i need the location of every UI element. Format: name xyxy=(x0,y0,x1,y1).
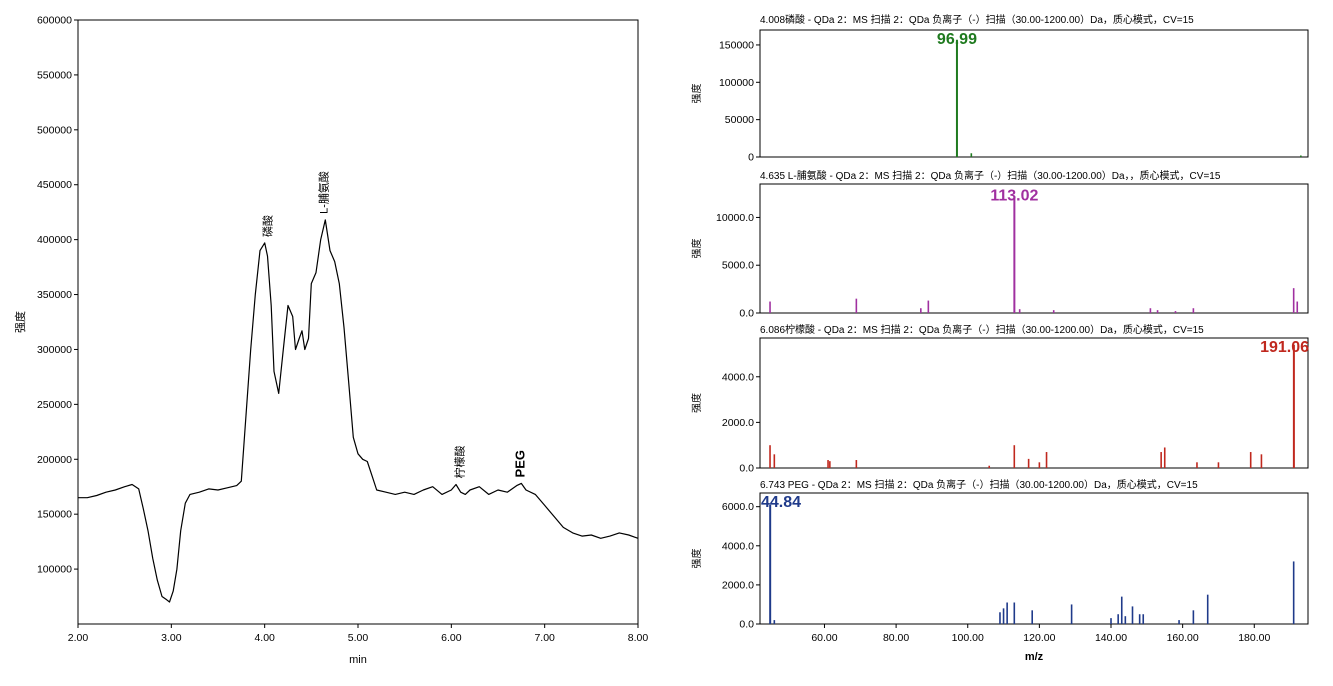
y-tick-label: 2000.0 xyxy=(722,579,754,591)
y-tick-label: 0.0 xyxy=(739,463,754,475)
x-tick-label: 6.00 xyxy=(441,632,462,644)
y-tick-label: 100000 xyxy=(37,564,72,576)
x-axis-title: m/z xyxy=(1025,651,1044,663)
y-tick-label: 0 xyxy=(748,152,754,164)
x-tick-label: 140.00 xyxy=(1095,632,1127,644)
y-tick-label: 250000 xyxy=(37,399,72,411)
spectrum-panel-1: 4.008磷酸 - QDa 2：MS 扫描 2：QDa 负离子（-）扫描（30.… xyxy=(690,13,1309,164)
y-axis-title: 强度 xyxy=(690,549,703,569)
y-tick-label: 600000 xyxy=(37,15,72,27)
x-tick-label: 160.00 xyxy=(1167,632,1199,644)
peak-mz-label: 113.02 xyxy=(990,187,1038,204)
y-axis-title: 强度 xyxy=(13,311,27,333)
y-tick-label: 10000.0 xyxy=(716,212,754,224)
x-tick-label: 80.00 xyxy=(883,632,909,644)
spectrum-frame xyxy=(759,183,1309,314)
y-tick-label: 450000 xyxy=(37,179,72,191)
x-axis-title: min xyxy=(349,654,367,666)
chromatogram-plot: 100000 150000 200000 250000 300000 350000 4000… xyxy=(13,15,648,667)
peak-annotation: 柠檬酸 xyxy=(453,446,467,479)
x-tick-label: 120.00 xyxy=(1023,632,1055,644)
y-tick-label: 2000.0 xyxy=(722,417,754,429)
y-tick-label: 300000 xyxy=(37,344,72,356)
x-tick-label: 8.00 xyxy=(628,632,649,644)
peak-mz-label: 96.99 xyxy=(937,31,977,48)
spectrum-panel-2: 4.635 L-脯氨酸 - QDa 2：MS 扫描 2：QDa 负离子（-）扫描… xyxy=(690,169,1309,320)
x-tick-label: 4.00 xyxy=(254,632,275,644)
x-tick-label: 100.00 xyxy=(952,632,984,644)
peak-mz-label: 44.84 xyxy=(761,494,801,511)
y-tick-label: 200000 xyxy=(37,454,72,466)
peak-annotation: PEG xyxy=(512,450,527,477)
y-tick-label: 350000 xyxy=(37,289,72,301)
plot-frame xyxy=(77,19,639,625)
peak-annotation: 磷酸 xyxy=(260,215,274,237)
y-tick-label: 4000.0 xyxy=(722,371,754,383)
spectrum-title: 4.008磷酸 - QDa 2：MS 扫描 2：QDa 负离子（-）扫描（30.… xyxy=(760,13,1194,26)
spectrum-title: 4.635 L-脯氨酸 - QDa 2：MS 扫描 2：QDa 负离子（-）扫描… xyxy=(760,169,1221,182)
x-tick-label: 180.00 xyxy=(1238,632,1270,644)
y-axis-title: 强度 xyxy=(690,84,703,104)
y-tick-label: 150000 xyxy=(37,509,72,521)
x-tick-label: 2.00 xyxy=(68,632,89,644)
x-tick-label: 7.00 xyxy=(534,632,555,644)
y-axis-title: 强度 xyxy=(690,239,703,259)
y-tick-label: 5000.0 xyxy=(722,260,754,272)
y-tick-label: 6000.0 xyxy=(722,501,754,513)
y-tick-label: 4000.0 xyxy=(722,540,754,552)
y-tick-label: 100000 xyxy=(719,77,754,89)
peak-annotation: L-脯氨酸 xyxy=(316,171,330,214)
spectrum-panel-4: 6.743 PEG - QDa 2：MS 扫描 2：QDa 负离子（-）扫描（3… xyxy=(690,478,1309,663)
x-tick-label: 60.00 xyxy=(811,632,837,644)
y-tick-label: 500000 xyxy=(37,124,72,136)
peak-mz-label: 191.06 xyxy=(1260,339,1309,356)
chromatogram-trace xyxy=(78,219,639,603)
x-tick-label: 3.00 xyxy=(161,632,182,644)
y-tick-label: 0.0 xyxy=(739,619,754,631)
y-tick-label: 400000 xyxy=(37,234,72,246)
y-axis-title: 强度 xyxy=(690,393,703,413)
spectrum-frame xyxy=(759,29,1309,158)
y-tick-label: 150000 xyxy=(719,39,754,51)
spectrum-title: 6.743 PEG - QDa 2：MS 扫描 2：QDa 负离子（-）扫描（3… xyxy=(760,478,1198,491)
y-tick-label: 550000 xyxy=(37,69,72,81)
spectrum-title: 6.086柠檬酸 - QDa 2：MS 扫描 2：QDa 负离子（-）扫描（30… xyxy=(760,323,1204,336)
y-tick-label: 0.0 xyxy=(739,308,754,320)
x-tick-label: 5.00 xyxy=(348,632,369,644)
spectrum-frame xyxy=(759,337,1309,469)
spectrum-frame xyxy=(759,492,1309,625)
spectrum-panel-3: 6.086柠檬酸 - QDa 2：MS 扫描 2：QDa 负离子（-）扫描（30… xyxy=(690,323,1309,475)
y-tick-label: 50000 xyxy=(725,114,754,126)
